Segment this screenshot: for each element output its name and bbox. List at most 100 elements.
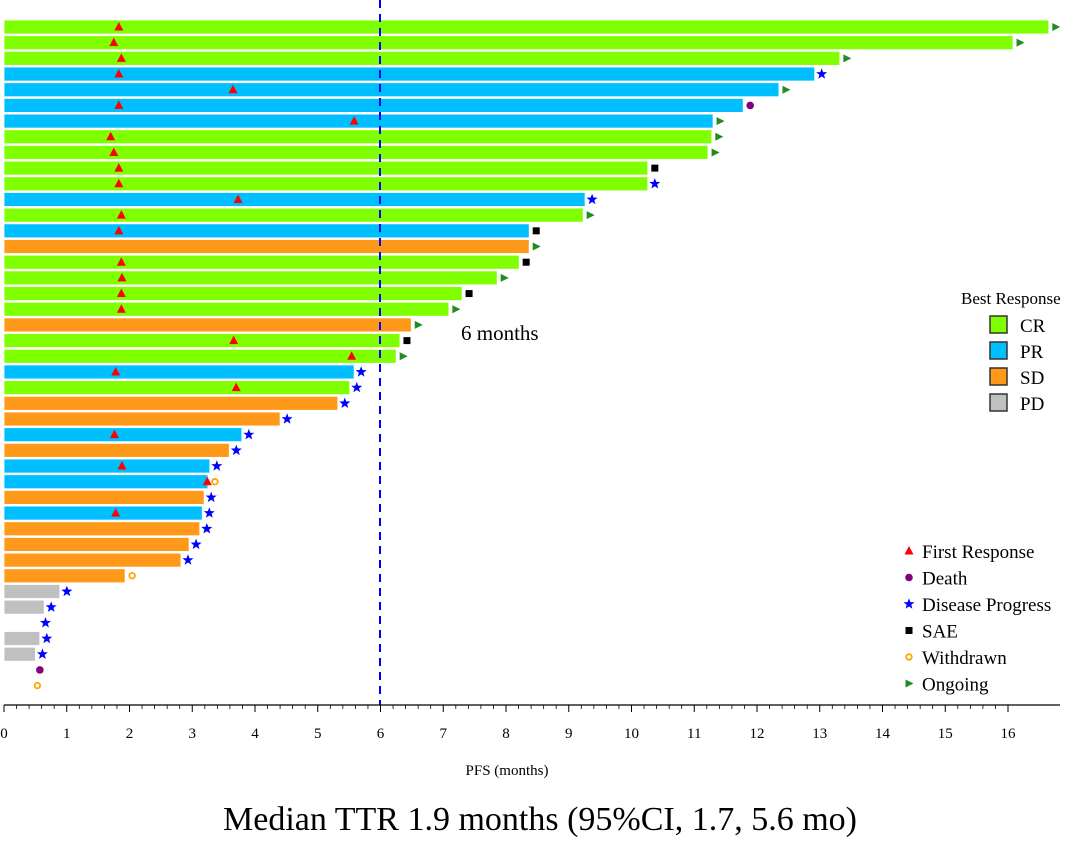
legend-swatch-cr xyxy=(989,315,1008,334)
bar-pr xyxy=(3,113,714,129)
bars-layer xyxy=(3,19,1050,662)
disease-progress-marker xyxy=(45,601,57,612)
first-response-marker xyxy=(117,461,127,470)
first-response-marker xyxy=(114,100,124,109)
first-response-marker xyxy=(229,335,239,345)
bar-cr xyxy=(3,380,351,396)
first-response-marker xyxy=(114,22,124,31)
bar-cr xyxy=(3,129,713,145)
ongoing-marker xyxy=(843,54,852,63)
withdrawn-marker xyxy=(128,572,136,580)
bar-sd xyxy=(3,317,412,333)
sae-marker xyxy=(403,337,411,345)
legend-label-disease-progress: Disease Progress xyxy=(922,595,1051,616)
disease-progress-marker xyxy=(211,460,223,471)
bar-sd xyxy=(3,537,190,552)
bar-pr xyxy=(3,474,209,490)
legend-label-first-response: First Response xyxy=(922,542,1034,563)
bar-cr xyxy=(3,254,520,270)
first-response-marker xyxy=(111,508,121,517)
sae-marker xyxy=(465,290,473,298)
bar-cr xyxy=(3,348,397,364)
legend-label-pd: PD xyxy=(1020,394,1044,415)
first-response-marker xyxy=(114,163,124,172)
first-response-marker xyxy=(109,147,119,156)
legend-swatch-pr xyxy=(989,341,1008,360)
bar-sd xyxy=(3,521,201,537)
disease-progress-marker xyxy=(351,381,363,393)
bar-sd xyxy=(3,552,182,568)
bar-pr xyxy=(3,192,586,207)
ongoing-marker xyxy=(532,242,541,251)
ongoing-marker xyxy=(715,132,724,141)
death-marker xyxy=(36,666,44,674)
bar-pr xyxy=(3,364,355,380)
disease-progress-marker xyxy=(61,585,73,597)
x-tick-label: 2 xyxy=(126,726,134,742)
disease-progress-marker xyxy=(203,507,215,518)
disease-progress-marker xyxy=(182,554,194,565)
ongoing-marker xyxy=(452,305,461,314)
ongoing-marker xyxy=(399,352,408,361)
first-response-marker xyxy=(116,257,126,266)
ongoing-marker xyxy=(716,117,725,126)
first-response-marker xyxy=(116,288,126,298)
first-response-marker xyxy=(233,194,243,203)
x-tick-label: 7 xyxy=(440,726,448,742)
bar-cr xyxy=(3,176,649,192)
legend-label-sd: SD xyxy=(1020,368,1044,389)
bar-pd xyxy=(3,646,36,662)
bar-sd xyxy=(3,568,126,584)
bar-cr xyxy=(3,35,1014,51)
chart-caption: Median TTR 1.9 months (95%CI, 1.7, 5.6 m… xyxy=(223,801,857,838)
disease-progress-marker xyxy=(649,178,661,189)
disease-progress-marker xyxy=(816,68,828,79)
bar-cr xyxy=(3,301,450,317)
markers-layer xyxy=(33,22,1061,690)
disease-progress-marker xyxy=(40,617,51,628)
first-response-marker xyxy=(114,225,124,235)
withdrawn-marker xyxy=(905,653,913,661)
bar-cr xyxy=(3,333,401,349)
bar-pr xyxy=(3,223,530,239)
sae-marker xyxy=(651,164,659,172)
x-tick-label: 0 xyxy=(0,726,8,742)
death-marker xyxy=(905,573,913,582)
first-response-marker xyxy=(116,53,126,62)
first-response-marker xyxy=(114,178,124,188)
legend-label-withdrawn: Withdrawn xyxy=(922,648,1007,669)
legend-label-ongoing: Ongoing xyxy=(922,675,989,696)
bar-cr xyxy=(3,19,1050,35)
bar-sd xyxy=(3,395,339,411)
x-tick-label: 6 xyxy=(377,726,385,742)
first-response-marker xyxy=(116,210,126,219)
bar-cr xyxy=(3,145,709,160)
first-response-marker xyxy=(114,69,124,78)
disease-progress-marker xyxy=(243,428,255,440)
event-legend: First Response Death Disease Progress SAE Wi… xyxy=(903,542,1051,696)
disease-progress-marker xyxy=(41,632,53,644)
bar-pd xyxy=(3,631,41,646)
disease-progress-marker xyxy=(190,538,202,550)
legend-swatch-sd xyxy=(989,367,1008,386)
ongoing-marker xyxy=(711,148,720,157)
x-axis-title: PFS (months) xyxy=(466,763,549,779)
ongoing-marker xyxy=(586,211,595,220)
sae-marker xyxy=(522,258,530,266)
bar-sd xyxy=(3,239,530,254)
disease-progress-marker xyxy=(201,523,213,534)
bar-sd xyxy=(3,411,281,427)
x-tick-label: 14 xyxy=(875,726,891,742)
bar-pd xyxy=(3,599,45,615)
x-tick-label: 5 xyxy=(314,726,322,742)
first-response-marker xyxy=(904,546,914,555)
x-tick-label: 1 xyxy=(63,726,71,742)
reference-line-label: 6 months xyxy=(461,321,539,345)
ongoing-marker xyxy=(905,679,914,688)
first-response-marker xyxy=(106,131,116,141)
first-response-marker xyxy=(228,84,238,94)
first-response-marker xyxy=(202,476,212,486)
sae-marker xyxy=(905,627,913,634)
death-marker xyxy=(746,101,754,110)
